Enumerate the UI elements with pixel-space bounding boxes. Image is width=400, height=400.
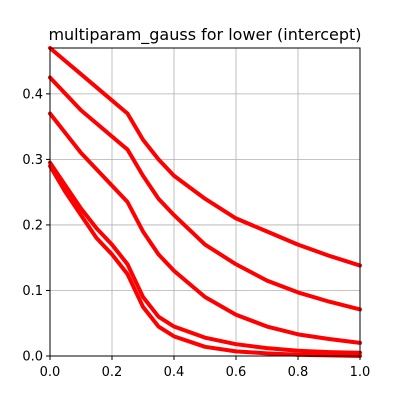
x-tick-label: 1.0 <box>350 365 371 380</box>
x-tick-label: 0.0 <box>40 365 61 380</box>
chart-title: multiparam_gauss for lower (intercept) <box>48 25 361 45</box>
grid <box>49 48 361 357</box>
y-tick-label: 0.3 <box>22 153 43 168</box>
series-line-2 <box>48 75 362 312</box>
series-line-1 <box>48 46 362 268</box>
y-tick-label: 0.2 <box>22 218 43 233</box>
series-layer <box>48 46 362 358</box>
x-tick-label: 0.6 <box>226 365 247 380</box>
x-tick-label: 0.4 <box>164 365 185 380</box>
axes: 0.0 0.2 0.4 0.6 0.8 1.0 0.0 0.1 0.2 0.3 0.4 <box>22 87 370 380</box>
series-line-5 <box>48 163 362 358</box>
y-tick-label: 0.0 <box>22 350 43 365</box>
y-tick-label: 0.1 <box>22 284 43 299</box>
plot-frame <box>49 47 361 357</box>
series-line-3 <box>48 111 362 345</box>
series-line-4 <box>48 160 362 355</box>
y-tick-label: 0.4 <box>22 87 43 102</box>
x-tick-label: 0.2 <box>102 365 123 380</box>
x-tick-label: 0.8 <box>288 365 309 380</box>
